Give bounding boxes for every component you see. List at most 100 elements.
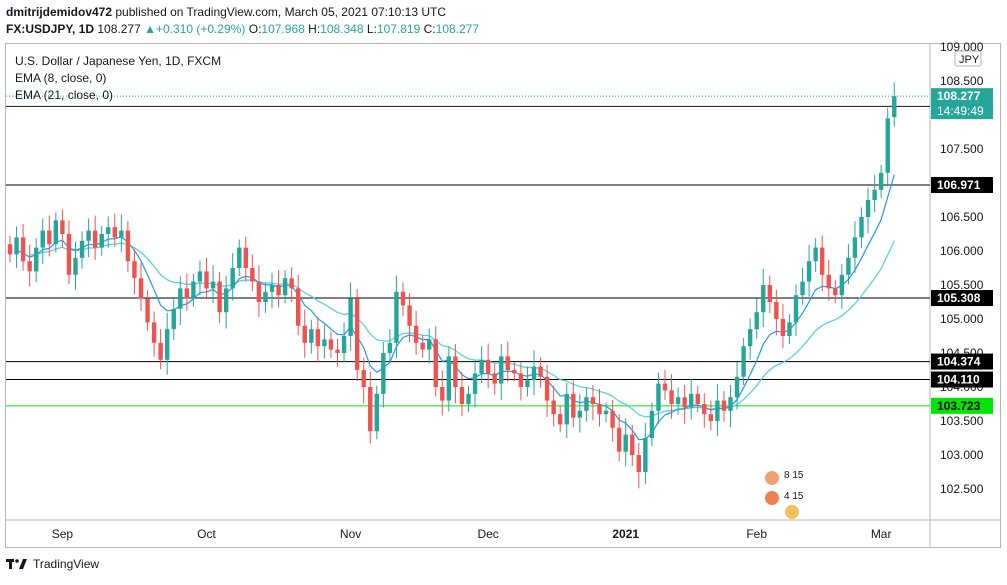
time-tick-label: Mar	[871, 527, 892, 541]
candle-body	[427, 339, 432, 350]
candle-body	[603, 410, 609, 415]
tradingview-logo-icon[interactable]	[6, 557, 28, 571]
candle-body	[544, 376, 550, 401]
candle-body	[217, 281, 222, 313]
footer-brand[interactable]: TradingView	[33, 557, 100, 571]
high-label: H:	[308, 22, 321, 36]
level-price-tag	[931, 176, 993, 193]
legend-title[interactable]: U.S. Dollar / Japanese Yen, 1D, FXCM	[15, 54, 222, 68]
candle-body	[433, 339, 438, 387]
candle-body	[138, 278, 144, 299]
author-name[interactable]: dmitrijdemidov472	[6, 5, 113, 19]
candle-body	[394, 291, 399, 343]
candle-body	[322, 339, 327, 347]
currency-label: JPY	[959, 54, 980, 66]
economic-events: 8 15 4 15	[765, 470, 804, 519]
candle-body	[407, 305, 412, 326]
candle-body	[243, 247, 248, 268]
candle-body	[237, 247, 242, 268]
last-price-text: 108.277	[97, 22, 141, 36]
candle-body	[73, 257, 78, 275]
candle-body	[806, 261, 812, 282]
footer: TradingView	[6, 557, 99, 571]
chart-frame	[5, 43, 1001, 548]
last-price-tag	[931, 88, 993, 120]
candle-body	[630, 434, 635, 455]
level-price-label: 106.971	[937, 178, 981, 192]
candle-body	[708, 414, 714, 421]
candle-body	[453, 356, 458, 387]
time-tick-label: Nov	[340, 527, 361, 541]
candle-body	[892, 96, 897, 118]
candle-body	[675, 397, 681, 404]
candle-body	[276, 285, 281, 296]
candle-body	[92, 230, 98, 248]
candle-body	[872, 189, 877, 200]
candle-body	[695, 393, 700, 404]
candle-body	[348, 298, 353, 336]
candle-body	[34, 247, 39, 272]
candle-body	[151, 322, 157, 343]
candle-body	[374, 393, 379, 432]
candle-body	[878, 172, 884, 190]
candle-body	[747, 329, 753, 347]
candle-body	[518, 373, 524, 387]
candle-body	[466, 393, 471, 404]
candle-body	[859, 217, 864, 238]
candle-body	[171, 308, 176, 330]
close-value: 108.277	[435, 22, 480, 36]
change-text: +0.310 (+0.29%)	[156, 22, 246, 36]
candle-body	[492, 373, 497, 384]
candle-body	[387, 342, 393, 353]
legend-ema-slow[interactable]: EMA (21, close, 0)	[15, 88, 114, 102]
candle-body	[577, 410, 583, 418]
candle-body	[793, 295, 799, 323]
candle-body	[184, 288, 190, 299]
price-tick-label: 102.500	[940, 482, 984, 496]
candle-body	[702, 404, 707, 415]
event-flag-icon	[785, 505, 799, 519]
candle-body	[485, 359, 491, 374]
time-axis: SepOctNovDec2021FebMarApr	[52, 527, 892, 541]
time-tick-label: Sep	[52, 527, 74, 541]
candle-body	[616, 427, 622, 452]
candle-body	[40, 230, 45, 248]
candle-body	[787, 322, 792, 336]
ohlc-line: FX:USDJPY, 1D 108.277 ▲+0.310 (+0.29%) O…	[6, 21, 479, 38]
candle-body	[361, 370, 366, 387]
candle-body	[643, 438, 648, 472]
candle-body	[754, 312, 759, 330]
candle-body	[210, 281, 216, 289]
candle-body	[584, 397, 589, 411]
candle-body	[669, 390, 674, 404]
price-tick-label: 105.500	[940, 278, 984, 292]
candle-body	[335, 349, 340, 353]
candle-body	[145, 298, 150, 323]
low-value: 107.819	[376, 22, 421, 36]
open-value: 107.968	[261, 22, 305, 36]
candle-body	[689, 393, 694, 408]
candle-body	[800, 281, 805, 296]
candle-body	[885, 118, 890, 173]
candle-body	[197, 271, 203, 282]
candle-body	[472, 373, 478, 394]
candle-body	[20, 237, 26, 262]
candle-body	[53, 220, 59, 245]
legend-ema-fast[interactable]: EMA (8, close, 0)	[15, 71, 107, 85]
price-tick-label: 106.000	[940, 244, 984, 258]
countdown-label: 14:49:49	[937, 104, 984, 118]
candle-body	[721, 400, 727, 411]
time-tick-label: Oct	[197, 527, 216, 541]
event-flag-icon	[765, 471, 779, 485]
high-value: 108.348	[320, 22, 364, 36]
candle-body	[60, 220, 65, 234]
level-price-label: 105.308	[937, 291, 981, 305]
candle-body	[315, 329, 321, 347]
candle-body	[531, 366, 537, 381]
candle-body	[446, 356, 452, 401]
candle-body	[420, 342, 425, 350]
price-tick-label: 103.500	[940, 414, 984, 428]
candle-body	[381, 353, 386, 394]
candle-body	[649, 410, 655, 438]
